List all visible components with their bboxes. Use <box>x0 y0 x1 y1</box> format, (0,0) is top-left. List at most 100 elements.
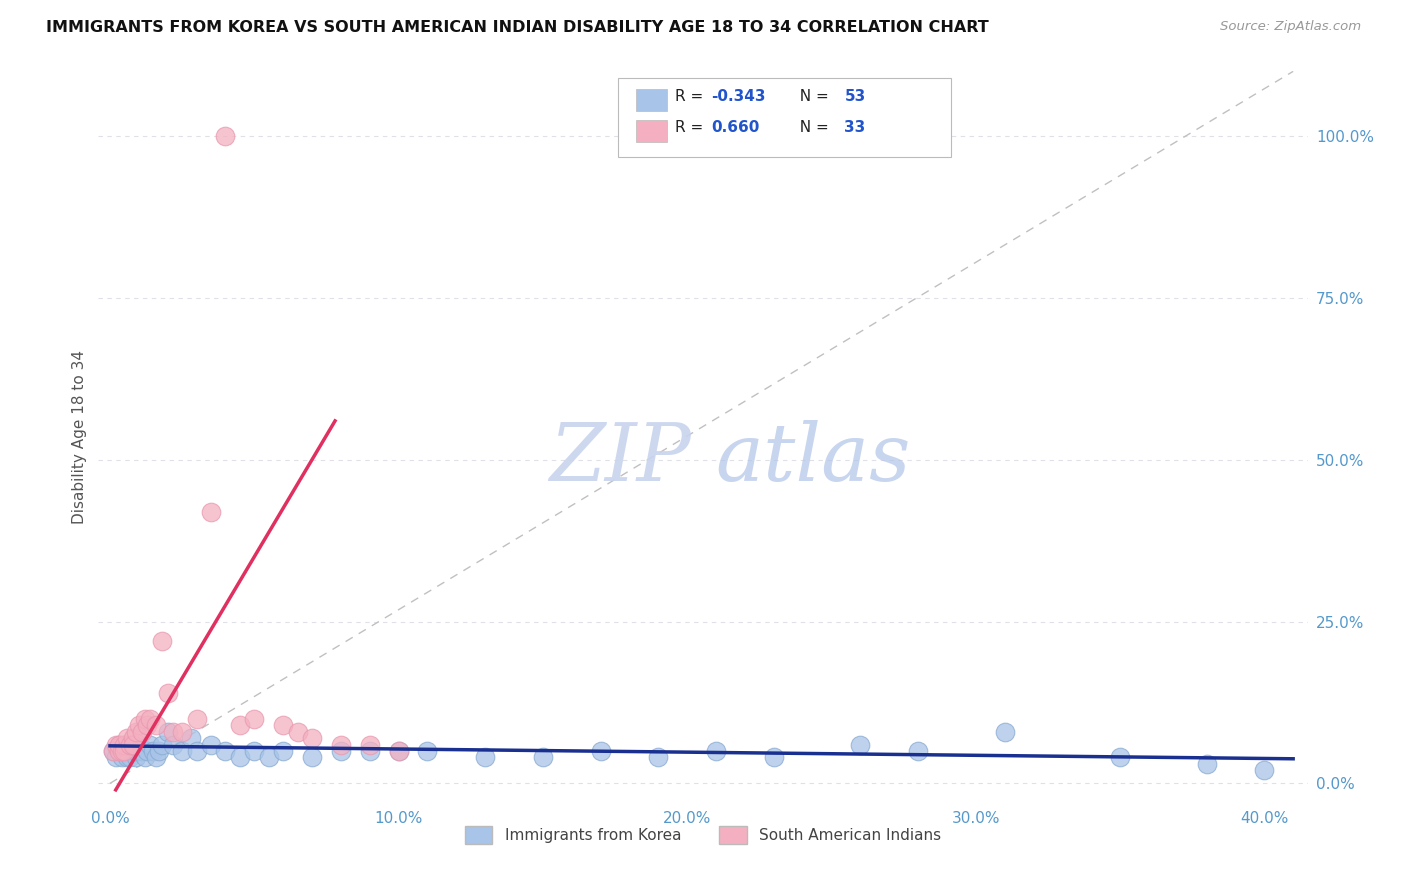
Point <box>647 750 669 764</box>
FancyBboxPatch shape <box>637 89 666 111</box>
Point <box>125 724 148 739</box>
Text: 0.660: 0.660 <box>711 120 759 136</box>
Point <box>148 744 170 758</box>
Point <box>301 750 323 764</box>
Point <box>107 744 129 758</box>
Point <box>257 750 280 764</box>
Point <box>531 750 554 764</box>
Point <box>229 750 252 764</box>
Point <box>243 744 266 758</box>
Text: -0.343: -0.343 <box>711 89 766 103</box>
Point <box>387 744 409 758</box>
Point <box>104 750 127 764</box>
Point <box>120 750 142 764</box>
Text: R =: R = <box>675 120 709 136</box>
Point <box>150 634 173 648</box>
Point <box>172 724 194 739</box>
Point <box>117 738 139 752</box>
Text: N =: N = <box>790 89 834 103</box>
Point <box>704 744 727 758</box>
Point <box>112 738 135 752</box>
Point <box>214 129 236 144</box>
Point <box>287 724 309 739</box>
Text: 33: 33 <box>845 120 866 136</box>
Point <box>120 738 142 752</box>
Point <box>107 744 129 758</box>
Point <box>134 750 156 764</box>
Point <box>162 738 184 752</box>
Point <box>112 744 135 758</box>
Point <box>200 738 222 752</box>
Point <box>301 731 323 745</box>
Text: 53: 53 <box>845 89 866 103</box>
Text: R =: R = <box>675 89 709 103</box>
Point <box>107 738 129 752</box>
Point <box>186 712 208 726</box>
Point <box>145 718 167 732</box>
Point <box>122 744 145 758</box>
Point <box>128 718 150 732</box>
Y-axis label: Disability Age 18 to 34: Disability Age 18 to 34 <box>72 350 87 524</box>
Point <box>474 750 496 764</box>
Point <box>387 744 409 758</box>
Point <box>125 750 148 764</box>
Text: atlas: atlas <box>716 420 911 498</box>
Point <box>112 744 135 758</box>
Point <box>112 738 135 752</box>
Point <box>589 744 612 758</box>
Point <box>180 731 202 745</box>
Point <box>107 738 129 752</box>
Text: ZIP: ZIP <box>550 420 690 498</box>
Point <box>162 724 184 739</box>
Point <box>1195 756 1218 771</box>
Point <box>131 724 153 739</box>
Point <box>156 686 179 700</box>
Point <box>136 718 159 732</box>
Point <box>120 744 142 758</box>
Point <box>993 724 1015 739</box>
Point <box>762 750 785 764</box>
Point <box>416 744 439 758</box>
Point <box>122 738 145 752</box>
Point <box>101 744 124 758</box>
Point <box>122 738 145 752</box>
Point <box>359 744 381 758</box>
Point <box>229 718 252 732</box>
Point <box>1253 764 1275 778</box>
Point <box>117 731 139 745</box>
Point <box>104 738 127 752</box>
Point <box>131 744 153 758</box>
Point <box>329 744 352 758</box>
FancyBboxPatch shape <box>619 78 950 157</box>
Point <box>849 738 872 752</box>
Point <box>110 750 132 764</box>
Text: Source: ZipAtlas.com: Source: ZipAtlas.com <box>1220 20 1361 33</box>
Point <box>214 744 236 758</box>
Point <box>359 738 381 752</box>
Point <box>243 712 266 726</box>
Text: N =: N = <box>790 120 834 136</box>
Point <box>271 744 294 758</box>
Point <box>172 744 194 758</box>
Point <box>110 744 132 758</box>
Point <box>186 744 208 758</box>
Point <box>117 750 139 764</box>
Point <box>134 712 156 726</box>
Point <box>145 750 167 764</box>
Point <box>125 744 148 758</box>
FancyBboxPatch shape <box>637 120 666 143</box>
Point <box>150 738 173 752</box>
Point <box>200 504 222 518</box>
Point <box>139 738 162 752</box>
Point <box>110 744 132 758</box>
Point <box>101 744 124 758</box>
Point <box>156 724 179 739</box>
Legend: Immigrants from Korea, South American Indians: Immigrants from Korea, South American In… <box>458 820 948 850</box>
Point <box>271 718 294 732</box>
Point <box>128 738 150 752</box>
Point <box>139 712 162 726</box>
Point <box>142 744 165 758</box>
Point <box>122 731 145 745</box>
Point <box>907 744 929 758</box>
Point <box>1109 750 1132 764</box>
